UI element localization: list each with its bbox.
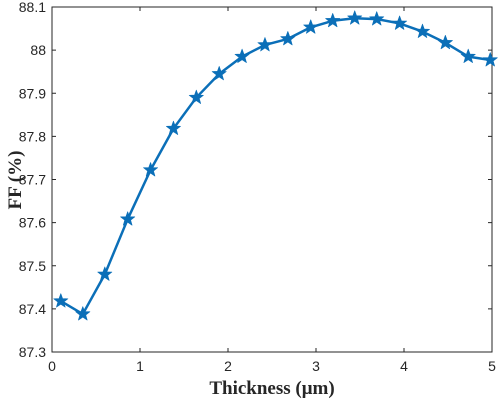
data-point-star — [188, 89, 204, 104]
y-tick-label: 87.9 — [19, 85, 46, 101]
data-point-star — [75, 306, 91, 321]
y-tick-label: 87.7 — [19, 172, 46, 188]
data-point-star — [53, 293, 69, 308]
x-tick-label: 3 — [312, 358, 320, 374]
data-point-star — [347, 10, 363, 25]
marker-layer — [53, 10, 498, 321]
plot-background — [52, 7, 492, 352]
x-tick-label: 2 — [224, 358, 232, 374]
x-axis-ticks: 0 1 2 3 4 5 — [48, 7, 496, 374]
x-axis-label: Thickness (μm) — [209, 378, 334, 399]
y-tick-label: 87.6 — [19, 215, 46, 231]
y-axis-ticks: 87.3 87.4 87.5 87.6 87.7 87.8 87.9 88 88.1 — [19, 0, 492, 360]
data-point-star — [234, 48, 250, 63]
data-point-star — [120, 211, 136, 226]
data-point-star — [257, 37, 273, 52]
data-point-star — [325, 13, 341, 28]
x-tick-label: 4 — [400, 358, 408, 374]
x-tick-label: 1 — [136, 358, 144, 374]
y-tick-label: 87.4 — [19, 301, 46, 317]
data-point-star — [166, 120, 181, 135]
data-point-star — [369, 11, 385, 26]
y-tick-label: 87.5 — [19, 258, 46, 274]
data-point-star — [280, 31, 296, 46]
data-point-star — [303, 19, 319, 34]
data-point-star — [97, 266, 113, 281]
data-point-star — [211, 66, 227, 81]
x-tick-label: 0 — [48, 358, 56, 374]
data-point-star — [415, 23, 430, 38]
data-point-star — [460, 48, 476, 63]
data-point-star — [392, 15, 408, 30]
y-tick-label: 88 — [30, 42, 46, 58]
data-point-star — [482, 52, 498, 67]
y-tick-label: 88.1 — [19, 0, 46, 15]
data-point-star — [437, 34, 453, 50]
y-axis-label: FF (%) — [5, 151, 26, 210]
y-tick-label: 87.3 — [19, 344, 46, 360]
data-point-star — [143, 162, 158, 177]
x-tick-label: 5 — [488, 358, 496, 374]
y-tick-label: 87.8 — [19, 128, 46, 144]
